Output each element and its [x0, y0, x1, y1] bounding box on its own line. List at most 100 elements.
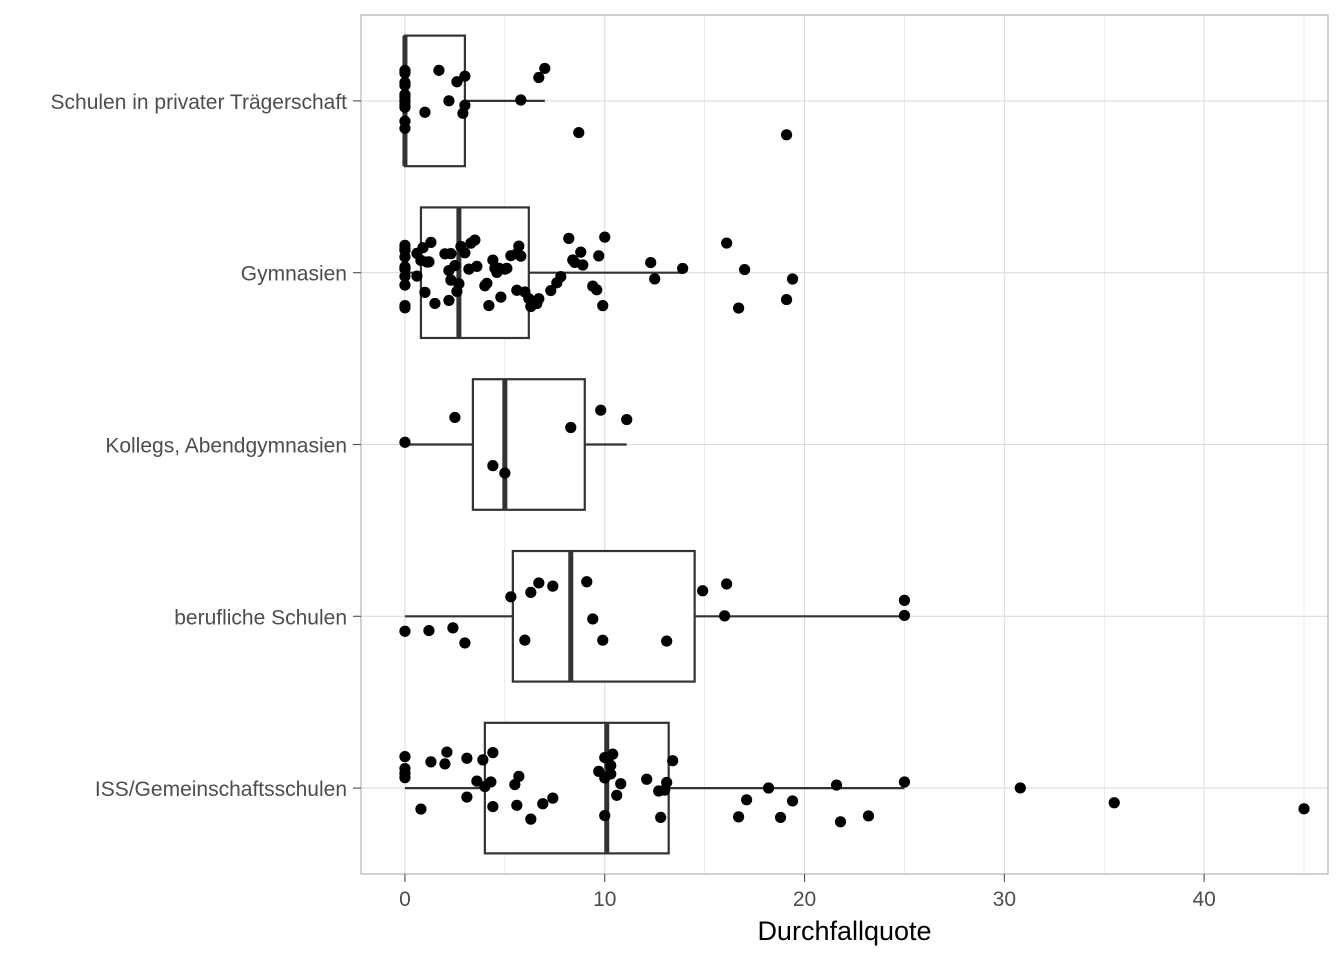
- data-point: [1014, 782, 1026, 794]
- x-axis-title: Durchfallquote: [757, 916, 931, 946]
- data-point: [545, 284, 557, 297]
- data-point: [581, 576, 593, 588]
- data-point: [399, 64, 411, 77]
- data-point: [733, 302, 745, 314]
- points: [399, 62, 1310, 828]
- data-point: [399, 263, 411, 275]
- data-point: [471, 260, 483, 272]
- data-point: [505, 591, 517, 603]
- data-point: [762, 782, 775, 794]
- data-point: [451, 76, 463, 88]
- data-point: [898, 776, 911, 788]
- data-point: [399, 88, 411, 101]
- data-point: [533, 577, 545, 589]
- data-point: [487, 747, 499, 759]
- data-point: [415, 803, 427, 815]
- data-point: [515, 250, 527, 262]
- data-point: [399, 243, 411, 255]
- y-tick-label: Kollegs, Abendgymnasien: [105, 435, 347, 458]
- data-point: [487, 800, 499, 813]
- data-point: [399, 115, 411, 127]
- data-point: [739, 263, 751, 276]
- data-point: [423, 256, 435, 268]
- data-point: [719, 610, 731, 622]
- box-3: [404, 549, 905, 683]
- y-tick-label: Gymnasien: [241, 263, 347, 286]
- data-point: [721, 237, 733, 249]
- data-point: [487, 460, 499, 472]
- data-point: [499, 467, 511, 479]
- data-point: [477, 754, 489, 766]
- data-point: [441, 746, 453, 758]
- data-point: [425, 236, 437, 248]
- data-point: [741, 794, 753, 806]
- data-point: [786, 795, 799, 807]
- data-point: [495, 291, 507, 303]
- data-point: [661, 776, 673, 789]
- data-point: [599, 809, 611, 822]
- data-point: [459, 247, 471, 259]
- data-point: [525, 813, 537, 825]
- data-point: [780, 293, 793, 306]
- data-point: [471, 775, 483, 787]
- data-point: [563, 232, 575, 244]
- data-point: [445, 248, 457, 260]
- data-point: [485, 776, 497, 788]
- data-point: [425, 756, 437, 768]
- x-tick-label: 0: [399, 888, 411, 911]
- data-point: [459, 99, 471, 111]
- box-iqr: [511, 549, 696, 683]
- data-point: [677, 262, 689, 275]
- data-point: [591, 284, 603, 296]
- data-point: [399, 279, 411, 291]
- data-point: [599, 231, 611, 243]
- data-point: [533, 293, 545, 305]
- x-tick-label: 40: [1192, 888, 1215, 911]
- data-point: [834, 816, 847, 828]
- data-point: [433, 64, 445, 76]
- y-axis: Schulen in privater Trägerschaft Gymnasie…: [51, 91, 361, 801]
- data-point: [417, 242, 429, 254]
- box-0: [402, 34, 545, 168]
- y-tick-label: berufliche Schulen: [174, 606, 347, 629]
- data-point: [661, 635, 673, 647]
- data-point: [786, 273, 799, 285]
- data-point: [399, 251, 411, 263]
- x-axis: 0 10 20 30 40: [399, 874, 1216, 911]
- data-point: [898, 609, 911, 622]
- data-point: [443, 294, 455, 307]
- data-point: [607, 748, 619, 760]
- data-point: [645, 256, 657, 269]
- data-point: [461, 752, 473, 764]
- data-point: [483, 299, 495, 312]
- data-point: [399, 101, 411, 113]
- data-point: [1298, 803, 1310, 815]
- data-point: [649, 273, 661, 285]
- data-point: [830, 779, 843, 791]
- data-point: [774, 811, 787, 824]
- data-point: [547, 792, 559, 804]
- data-point: [575, 246, 587, 258]
- y-tick-label: ISS/Gemeinschaftsschulen: [95, 778, 347, 801]
- data-point: [641, 773, 653, 785]
- x-tick-label: 30: [993, 888, 1016, 911]
- data-point: [597, 634, 609, 646]
- data-point: [655, 811, 667, 824]
- box-2: [404, 378, 627, 511]
- data-point: [453, 278, 465, 290]
- data-point: [449, 260, 461, 272]
- data-point: [605, 768, 617, 780]
- data-point: [481, 277, 493, 289]
- data-point: [519, 634, 531, 646]
- data-point: [419, 106, 431, 118]
- data-point: [419, 286, 431, 298]
- data-point: [593, 250, 605, 262]
- data-point: [525, 586, 537, 598]
- data-point: [862, 810, 875, 822]
- data-point: [577, 259, 589, 271]
- data-point: [533, 71, 545, 84]
- data-point: [547, 580, 559, 592]
- data-point: [461, 791, 473, 803]
- data-point: [399, 751, 411, 763]
